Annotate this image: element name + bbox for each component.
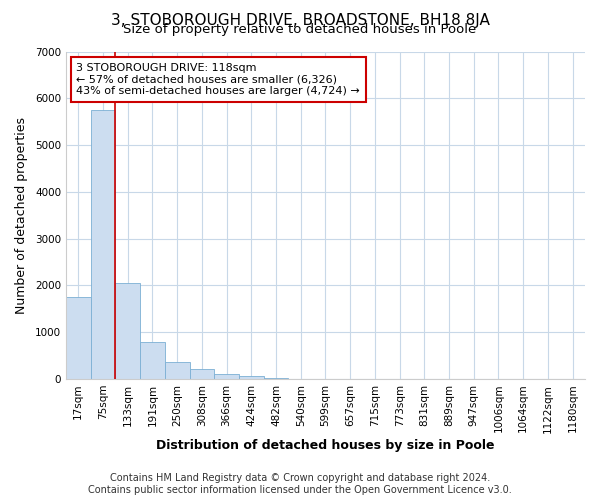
- Bar: [66, 296, 91, 379]
- Text: 3 STOBOROUGH DRIVE: 118sqm
← 57% of detached houses are smaller (6,326)
43% of s: 3 STOBOROUGH DRIVE: 118sqm ← 57% of deta…: [76, 63, 360, 96]
- Bar: [263, 378, 289, 379]
- Text: Contains HM Land Registry data © Crown copyright and database right 2024.
Contai: Contains HM Land Registry data © Crown c…: [88, 474, 512, 495]
- Y-axis label: Number of detached properties: Number of detached properties: [15, 116, 28, 314]
- Bar: [115, 282, 140, 379]
- Text: Size of property relative to detached houses in Poole: Size of property relative to detached ho…: [124, 22, 476, 36]
- Bar: [214, 374, 239, 379]
- Bar: [190, 368, 214, 379]
- X-axis label: Distribution of detached houses by size in Poole: Distribution of detached houses by size …: [156, 440, 495, 452]
- Bar: [165, 362, 190, 379]
- Bar: [91, 110, 115, 379]
- Bar: [239, 376, 263, 379]
- Text: 3, STOBOROUGH DRIVE, BROADSTONE, BH18 8JA: 3, STOBOROUGH DRIVE, BROADSTONE, BH18 8J…: [110, 12, 490, 28]
- Bar: [140, 342, 165, 379]
